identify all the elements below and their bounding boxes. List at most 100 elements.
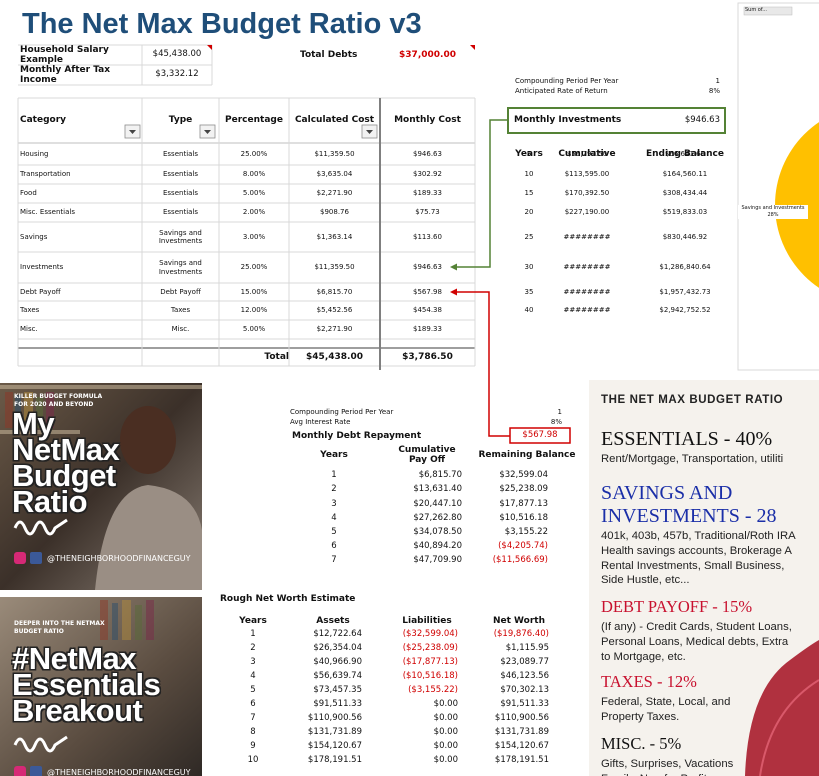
cell: 4: [331, 512, 337, 523]
cell: $26,354.04: [313, 643, 362, 654]
filter-arrows: [129, 130, 373, 134]
kicker: DEEPER INTO THE NETMAX BUDGET RATIO: [14, 620, 105, 635]
cell: $56,639.74: [313, 671, 362, 682]
section-heading: MISC. - 5%: [601, 734, 682, 753]
cell: $0.00: [433, 741, 458, 752]
value: 1: [557, 408, 562, 417]
cell: $3,155.22: [504, 526, 548, 537]
cell: ($19,876.40): [493, 629, 549, 640]
cell: 5: [250, 685, 256, 696]
label: Total Debts: [300, 49, 358, 60]
cell: $75.73: [415, 208, 440, 217]
cell: Debt Payoff: [20, 287, 61, 296]
cell: $308,434.44: [662, 189, 708, 198]
red-arrowhead: [450, 288, 457, 296]
cell: Taxes: [170, 306, 191, 315]
cell: $131,731.89: [307, 727, 362, 738]
total-cell: $3,786.50: [402, 351, 453, 362]
section-text: Property Taxes.: [601, 710, 680, 723]
cell: $567.98: [413, 287, 442, 296]
value: $567.98: [522, 429, 558, 440]
cell: 3.00%: [242, 232, 266, 241]
section-text: Rental Investments, Small Business,: [601, 559, 785, 572]
cell: 5.00%: [242, 189, 266, 198]
bookshelf: [0, 385, 202, 434]
cell: ($3,155.22): [408, 685, 458, 696]
cell: $73,457.35: [313, 685, 362, 696]
cell: $1,115.95: [505, 643, 549, 654]
column-header: Net Worth: [492, 615, 545, 626]
section-heading: ESSENTIALS - 40%: [601, 428, 773, 450]
section-title: Rough Net Worth Estimate: [220, 593, 356, 604]
cell: Taxes: [20, 306, 40, 315]
value: 1: [715, 77, 720, 86]
yarn-image: [745, 640, 819, 776]
cell: $0.00: [433, 727, 458, 738]
cell: $2,271.90: [316, 325, 353, 334]
column-header: Years: [239, 615, 267, 626]
section-text: (If any) - Credit Cards, Student Loans,: [601, 621, 792, 633]
cell: ($25,238.09): [402, 643, 458, 654]
headline: #NetMax: [12, 641, 137, 676]
cell: $2,942,752.52: [659, 306, 711, 315]
value: $37,000.00: [399, 49, 456, 60]
cell: Essentials: [162, 149, 199, 158]
cell: $946.63: [413, 263, 442, 272]
cell: Transportation: [20, 170, 71, 179]
cell: Essentials: [162, 208, 199, 217]
cell: 2: [250, 643, 256, 654]
cell: 20: [524, 208, 534, 217]
cell: 5: [526, 149, 532, 158]
cell: $66,641.65: [664, 149, 706, 158]
cell: 2: [331, 484, 337, 495]
cell: $91,511.33: [313, 699, 362, 710]
cell: 5.00%: [242, 325, 266, 334]
cell: 1: [250, 629, 256, 640]
label: Anticipated Rate of Return: [515, 87, 608, 96]
cell: Savings: [20, 232, 48, 241]
cell: Misc.: [171, 325, 190, 334]
cell: ($32,599.04): [402, 629, 458, 640]
cell: $0.00: [433, 699, 458, 710]
cell: $189.33: [413, 189, 442, 198]
headline: NetMax: [12, 432, 120, 467]
cell: ########: [563, 263, 611, 272]
cell: $1,286,840.64: [659, 263, 711, 272]
section-heading: DEBT PAYOFF - 15%: [601, 597, 753, 616]
summary-grid: [18, 44, 213, 86]
yarn-strand: [759, 679, 819, 776]
squiggle: [13, 735, 68, 753]
social-icons: [14, 552, 42, 776]
cell: $3,635.04: [316, 170, 353, 179]
headline: Ratio: [12, 484, 88, 519]
cell: $1,363.14: [316, 232, 353, 241]
person-body: [95, 485, 202, 590]
cell: 15.00%: [240, 287, 268, 296]
label: Monthly After Tax Income: [20, 64, 111, 85]
cell: $47,709.90: [413, 555, 462, 566]
value: $946.63: [684, 114, 720, 125]
cell: $131,731.89: [494, 727, 549, 738]
slice-percent: 28%: [738, 212, 808, 219]
cell: $302.92: [413, 170, 442, 179]
cell: $189.33: [413, 325, 442, 334]
panel-title: THE NET MAX BUDGET RATIO: [601, 394, 784, 406]
cell: $113,595.00: [564, 170, 610, 179]
column-header: Category: [20, 114, 67, 125]
cell: $178,191.51: [307, 755, 362, 766]
green-arrowhead: [450, 263, 457, 271]
headline: Budget: [12, 458, 116, 493]
cell: $10,516.18: [499, 512, 548, 523]
cell: $170,392.50: [564, 189, 610, 198]
handle: @THENEIGHBORHOODFINANCEGUY: [47, 768, 191, 776]
cell: 35: [524, 287, 534, 296]
column-header: Type: [168, 114, 193, 125]
cell: 8.00%: [242, 170, 266, 179]
cell: $830,446.92: [662, 232, 708, 241]
cell: 8: [250, 727, 256, 738]
red-arrow: [455, 291, 510, 437]
cell: 1: [331, 470, 337, 481]
column-header: Cumulative Pay Off: [398, 444, 456, 465]
label: Household Salary Example: [20, 44, 109, 65]
cell: $56,797.50: [566, 149, 608, 158]
